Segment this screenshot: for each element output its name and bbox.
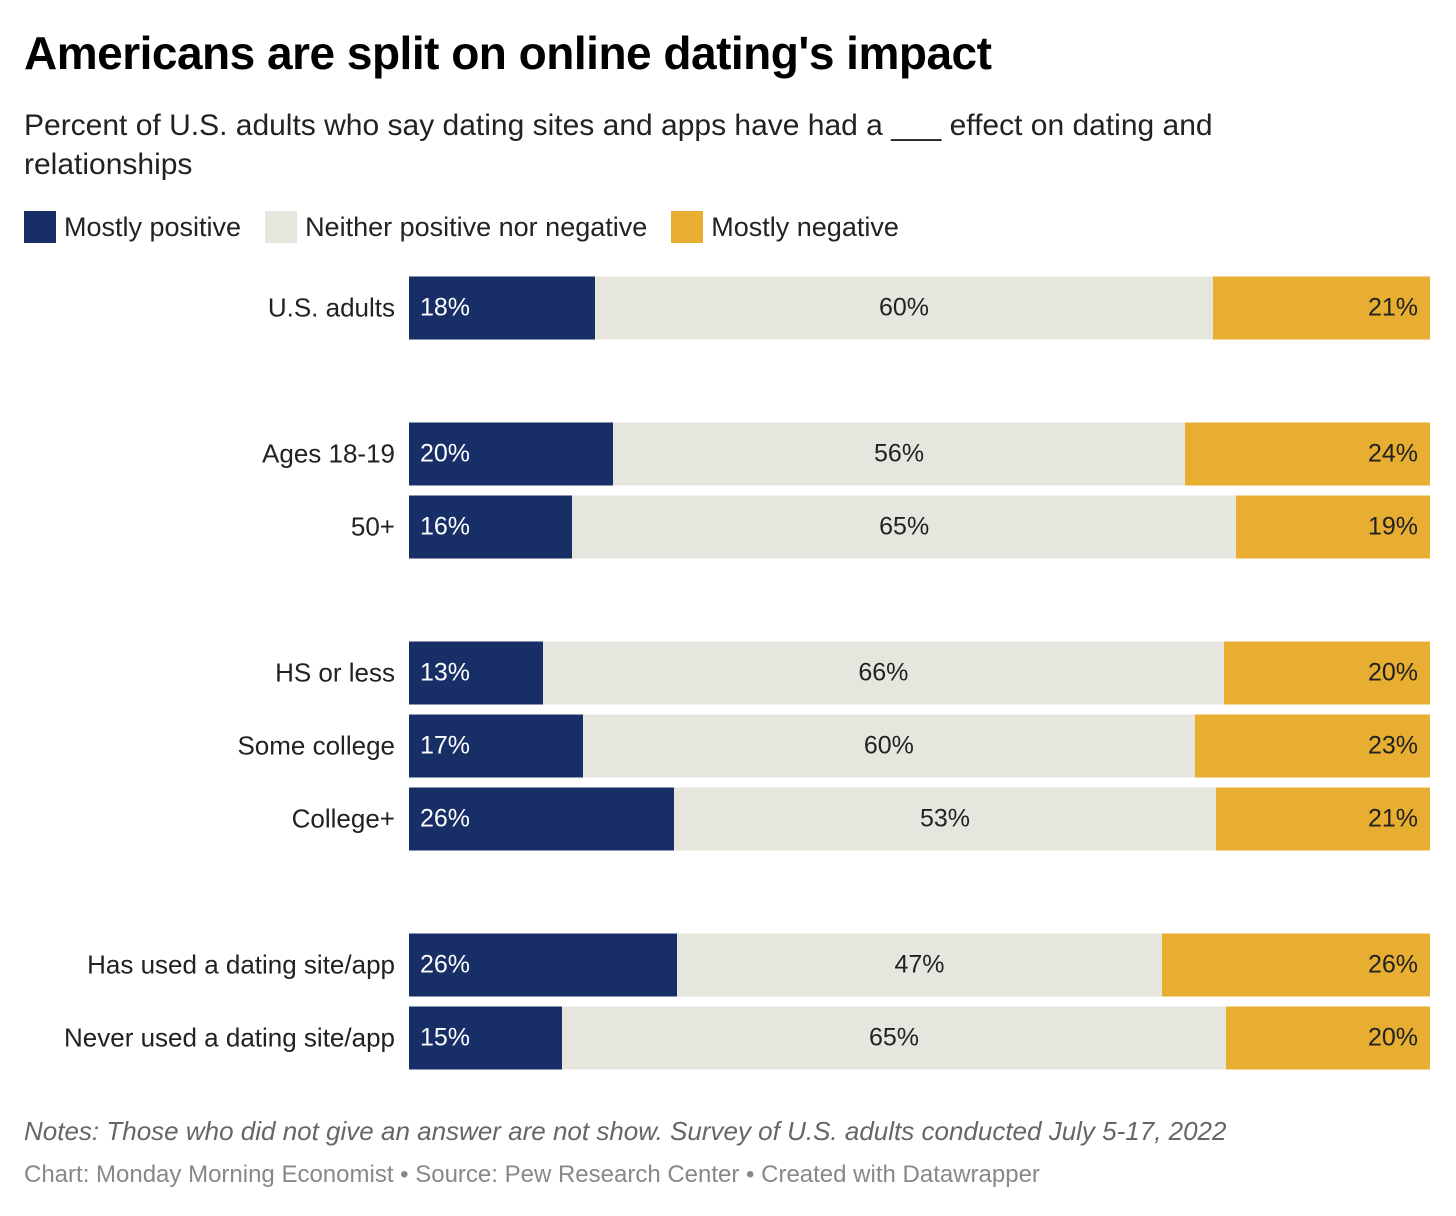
bar-segment: 53% xyxy=(674,787,1216,851)
legend-swatch xyxy=(671,211,704,243)
legend-item: Mostly negative xyxy=(671,211,899,243)
bar-segment: 26% xyxy=(409,787,675,851)
data-label: 24% xyxy=(1367,439,1418,468)
legend-label: Neither positive nor negative xyxy=(305,211,648,242)
data-label: 13% xyxy=(420,658,471,687)
credit: Chart: Monday Morning Economist • Source… xyxy=(24,1161,1040,1188)
bar-segment: 60% xyxy=(594,276,1214,340)
bar-segment: 18% xyxy=(409,276,595,340)
bar-segment: 17% xyxy=(409,714,583,778)
bar-segment: 21% xyxy=(1213,276,1430,340)
data-label: 60% xyxy=(863,731,914,760)
bar-segment: 24% xyxy=(1184,422,1430,486)
data-label: 60% xyxy=(878,293,930,322)
chart-title: Americans are split on online dating's i… xyxy=(24,27,992,79)
category-label: U.S. adults xyxy=(267,292,395,323)
category-label: 50+ xyxy=(350,511,395,542)
data-label: 66% xyxy=(858,658,909,687)
data-label: 21% xyxy=(1367,804,1418,833)
category-label: Never used a dating site/app xyxy=(64,1022,395,1053)
bar-segment: 47% xyxy=(677,933,1162,997)
data-label: 20% xyxy=(1367,658,1418,687)
data-label: 17% xyxy=(420,731,471,760)
bar-segment: 19% xyxy=(1236,495,1430,559)
bar-segment: 66% xyxy=(543,641,1224,705)
category-label: College+ xyxy=(291,803,395,834)
bar-segment: 23% xyxy=(1195,714,1430,778)
bar-segment: 26% xyxy=(1161,933,1430,997)
data-label: 21% xyxy=(1367,293,1418,322)
data-label: 15% xyxy=(420,1023,471,1052)
category-label: Ages 18-19 xyxy=(262,438,395,469)
data-label: 16% xyxy=(420,512,471,541)
data-label: 19% xyxy=(1367,512,1418,541)
notes: Notes: Those who did not give an answer … xyxy=(24,1116,1227,1146)
data-label: 26% xyxy=(1367,950,1418,979)
data-label: 53% xyxy=(919,804,971,833)
bar-segment: 26% xyxy=(409,933,678,997)
bar-segment: 65% xyxy=(572,495,1236,559)
legend: Mostly positive Neither positive nor nega… xyxy=(24,211,923,243)
legend-item: Neither positive nor negative xyxy=(265,211,647,243)
category-label: Has used a dating site/app xyxy=(87,949,395,980)
bar-segment: 56% xyxy=(613,422,1185,486)
bar-segment: 20% xyxy=(1225,1006,1430,1070)
data-label: 26% xyxy=(420,804,471,833)
legend-label: Mostly positive xyxy=(64,211,242,242)
data-label: 20% xyxy=(420,439,471,468)
legend-label: Mostly negative xyxy=(711,211,899,242)
bar-segment: 65% xyxy=(562,1006,1226,1070)
data-label: 56% xyxy=(874,439,925,468)
legend-swatch xyxy=(265,211,298,243)
data-label: 65% xyxy=(868,1023,919,1052)
chart-subtitle: Percent of U.S. adults who say dating si… xyxy=(24,109,1213,181)
data-label: 47% xyxy=(894,950,945,979)
data-label: 26% xyxy=(420,950,471,979)
category-label: HS or less xyxy=(275,657,395,688)
data-label: 20% xyxy=(1367,1023,1418,1052)
bar-segment: 60% xyxy=(582,714,1196,778)
bar-segment: 20% xyxy=(1223,641,1430,705)
bar-segment: 15% xyxy=(409,1006,563,1070)
bar-segment: 13% xyxy=(409,641,544,705)
data-label: 23% xyxy=(1367,731,1418,760)
data-label: 65% xyxy=(879,512,930,541)
legend-item: Mostly positive xyxy=(24,211,241,243)
bar-segment: 16% xyxy=(409,495,573,559)
data-label: 18% xyxy=(420,293,471,322)
legend-swatch xyxy=(24,211,56,243)
bar-segment: 21% xyxy=(1215,787,1430,851)
category-label: Some college xyxy=(237,730,395,761)
bar-segment: 20% xyxy=(409,422,614,486)
